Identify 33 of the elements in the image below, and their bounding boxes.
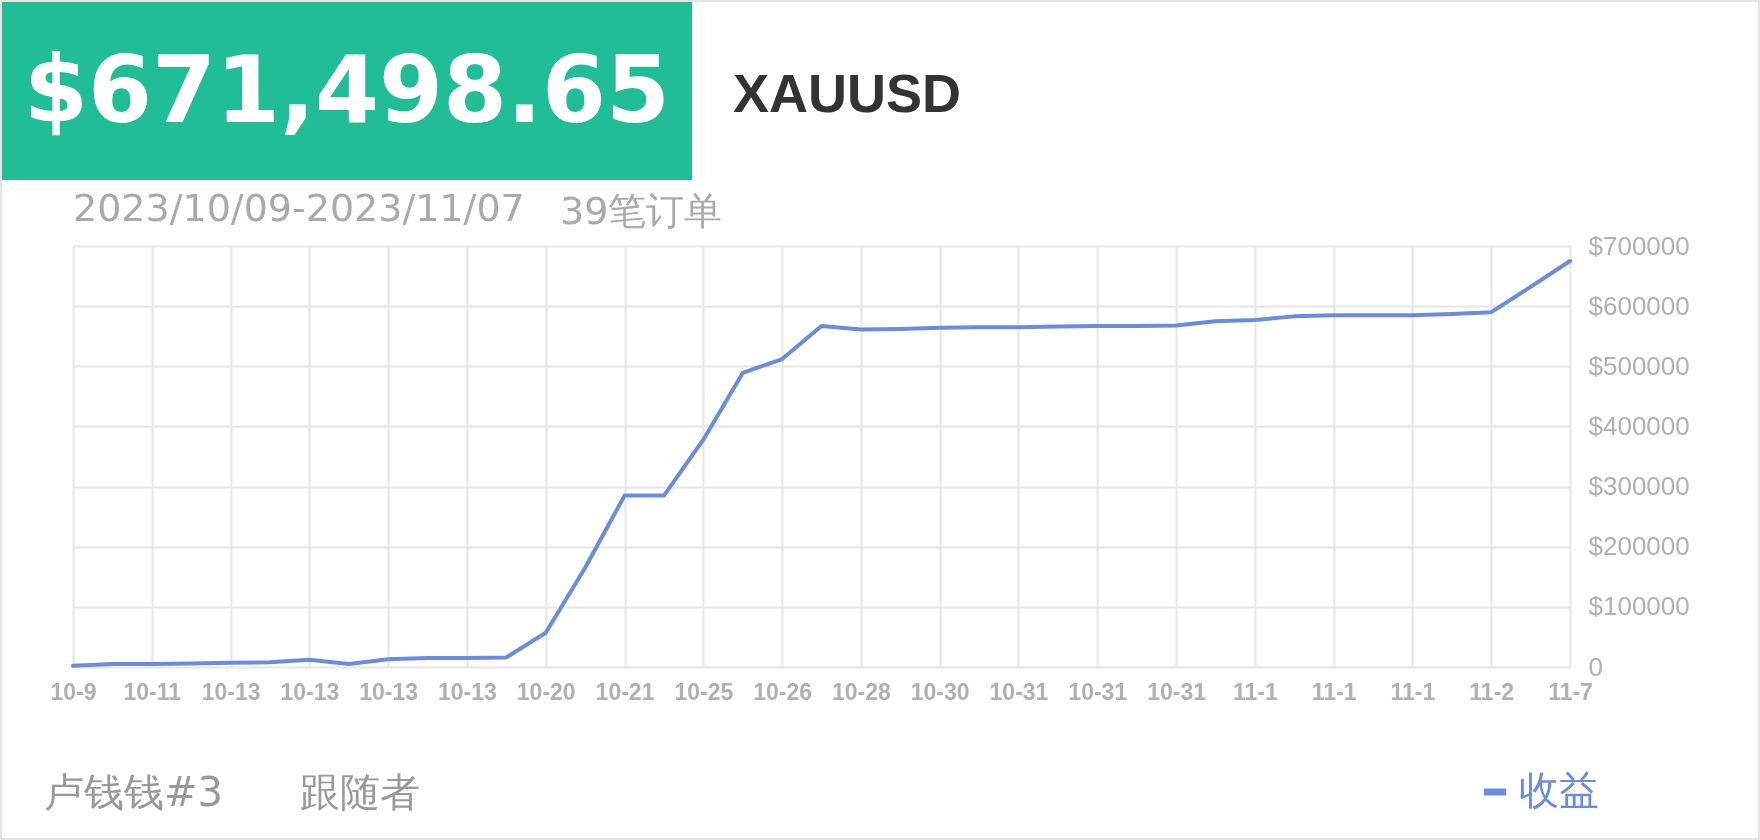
y-tick-label: $400000 xyxy=(1588,410,1690,441)
x-tick-label: 10-13 xyxy=(201,678,261,705)
x-tick-label: 10-31 xyxy=(989,678,1049,705)
x-tick-label: 10-31 xyxy=(1068,678,1128,705)
y-tick-label: $600000 xyxy=(1588,290,1690,321)
x-tick-label: 10-9 xyxy=(50,678,97,705)
legend-label: 收益 xyxy=(1519,767,1599,813)
chart-subtitle: XAUUSD xyxy=(733,62,962,124)
x-tick-label: 10-26 xyxy=(753,678,813,705)
text: 2023/10/09-2023/11/07 xyxy=(73,186,525,230)
x-tick-label: 11-1 xyxy=(1390,678,1436,705)
text: 卢钱钱#3 xyxy=(44,768,223,817)
x-tick-label: 10-21 xyxy=(595,678,655,705)
x-tick-label: 10-30 xyxy=(910,678,970,705)
text: 跟随者 xyxy=(300,768,420,817)
x-tick-label: 10-13 xyxy=(280,678,340,705)
x-tick-label: 11-1 xyxy=(1232,678,1278,705)
x-tick-label: 10-31 xyxy=(1147,678,1207,705)
x-tick-label: 10-25 xyxy=(674,678,734,705)
text: 39笔订单 xyxy=(560,188,723,235)
x-tick-label: 10-20 xyxy=(516,678,576,705)
y-tick-label: $500000 xyxy=(1588,350,1690,381)
x-tick-label: 10-13 xyxy=(438,678,497,705)
x-tick-label: 10-11 xyxy=(123,678,182,705)
y-tick-label: $200000 xyxy=(1588,531,1690,562)
y-tick-label: $300000 xyxy=(1588,471,1690,502)
x-tick-label: 11-1 xyxy=(1311,678,1357,705)
x-tick-label: 11-2 xyxy=(1469,678,1515,705)
chart-title: $671,498.65 xyxy=(2,2,692,180)
x-tick-label: 10-28 xyxy=(831,678,892,705)
y-tick-label: $700000 xyxy=(1588,230,1690,261)
y-tick-label: $100000 xyxy=(1588,591,1690,622)
x-tick-label: 10-13 xyxy=(359,678,419,705)
